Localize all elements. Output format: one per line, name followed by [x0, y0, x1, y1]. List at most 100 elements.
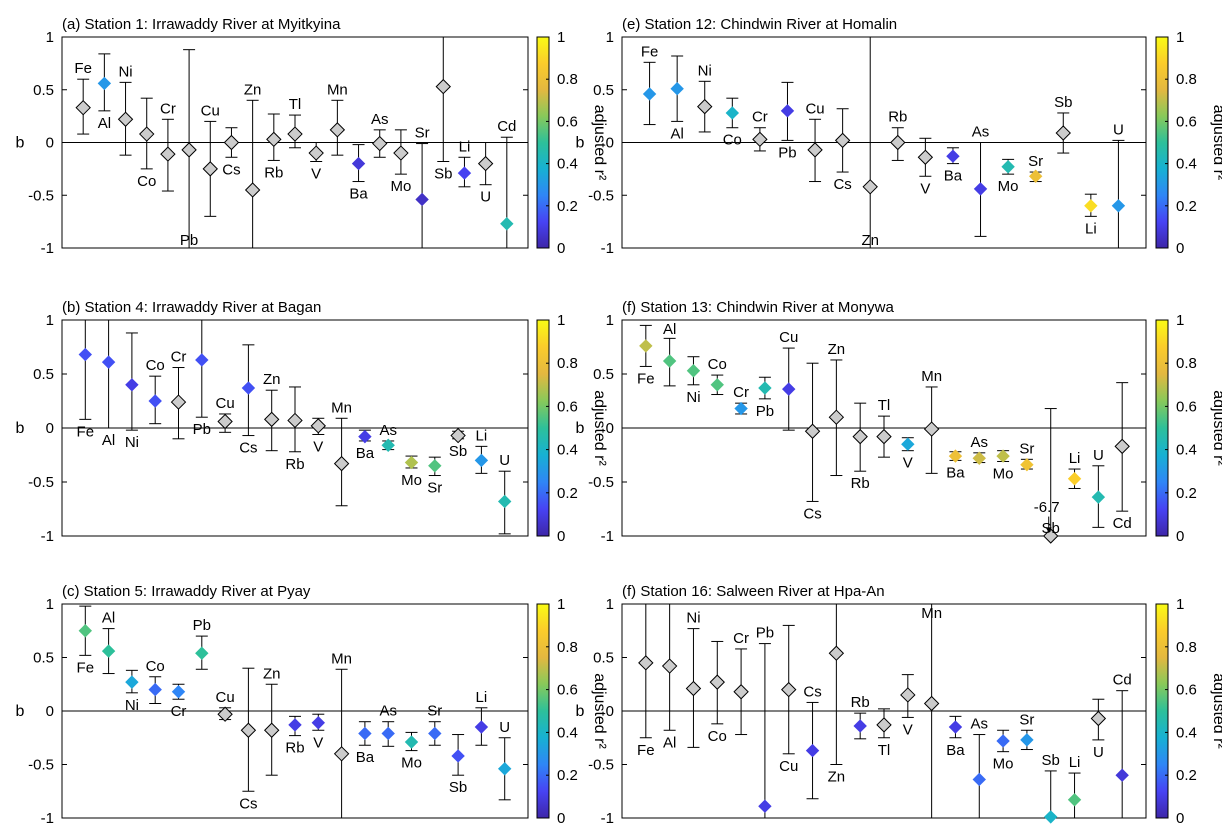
- marker-diamond: [948, 720, 963, 734]
- y-tick-label: -0.5: [28, 474, 54, 491]
- colorbar-label: adjusted r²: [591, 673, 608, 749]
- point-fe: Fe: [77, 605, 94, 676]
- marker-diamond: [946, 149, 960, 163]
- marker-diamond: [148, 682, 162, 697]
- y-tick-label: 0: [606, 135, 614, 152]
- marker-diamond: [310, 418, 327, 434]
- point-mn: Mn: [921, 368, 942, 474]
- marker-diamond: [195, 646, 209, 660]
- marker-diamond: [972, 451, 986, 465]
- marker-diamond: [805, 743, 820, 758]
- marker-diamond: [78, 347, 93, 362]
- point-cs: Cs: [803, 362, 822, 522]
- element-label: Sb: [1054, 94, 1072, 111]
- y-tick-label: 1: [46, 312, 54, 329]
- point-mo: Mo: [993, 449, 1014, 482]
- point-li: Li: [457, 138, 472, 188]
- marker-diamond: [117, 111, 134, 127]
- point-ba: Ba: [946, 715, 965, 759]
- point-rb: Rb: [851, 402, 870, 492]
- marker-diamond: [457, 166, 472, 180]
- marker-diamond: [381, 438, 395, 452]
- point-as: As: [371, 111, 388, 158]
- marker-diamond: [451, 749, 465, 763]
- element-label: Ba: [946, 742, 965, 759]
- marker-diamond: [972, 772, 986, 787]
- point-tl: Tl: [876, 397, 892, 458]
- element-label: Ba: [356, 445, 375, 462]
- point-cu: Cu: [216, 689, 235, 722]
- point-sb: Sb: [449, 734, 467, 796]
- point-pb: Pb: [193, 320, 211, 438]
- element-label: Ba: [349, 186, 368, 203]
- element-label: Ni: [698, 62, 712, 79]
- marker-diamond: [1020, 733, 1034, 747]
- marker-diamond: [428, 459, 442, 473]
- element-label: Al: [670, 125, 683, 142]
- marker-diamond: [263, 722, 280, 738]
- element-label: Li: [459, 138, 471, 155]
- y-tick-label: 0: [46, 420, 54, 437]
- marker-diamond: [710, 378, 724, 392]
- element-label: Cs: [803, 505, 821, 522]
- colorbar-label: adjusted r²: [1210, 390, 1222, 466]
- element-label: Cu: [779, 758, 798, 775]
- point-sr: Sr: [1019, 440, 1034, 472]
- marker-diamond: [202, 161, 218, 177]
- element-label: Zn: [263, 665, 281, 682]
- y-tick-label: 0.5: [33, 82, 54, 99]
- marker-diamond: [638, 655, 654, 671]
- y-tick-label: 0.5: [593, 650, 614, 667]
- point-ba: Ba: [356, 429, 375, 462]
- marker-diamond: [1115, 768, 1129, 782]
- element-label: Cd: [497, 118, 516, 135]
- y-axis-label: b: [16, 135, 25, 152]
- colorbar-tick-label: 1: [557, 29, 565, 46]
- point-ba: Ba: [349, 144, 368, 203]
- point-li: Li: [1084, 193, 1098, 237]
- marker-diamond: [195, 353, 209, 367]
- marker-diamond: [734, 401, 748, 416]
- y-tick-label: -0.5: [588, 757, 614, 774]
- marker-diamond: [923, 695, 940, 712]
- colorbar-tick-label: 0.2: [557, 485, 578, 502]
- colorbar-tick-label: 0.2: [1176, 767, 1197, 784]
- panel-5: (f) Station 13: Chindwin River at Monywa…: [576, 299, 1222, 545]
- colorbar: [536, 36, 550, 249]
- element-label: Al: [102, 610, 115, 627]
- point-as: As: [971, 434, 988, 465]
- y-tick-label: 0: [606, 703, 614, 720]
- marker-diamond: [75, 99, 91, 116]
- colorbar-tick-label: 1: [557, 596, 565, 613]
- colorbar-tick-label: 0: [557, 240, 565, 257]
- marker-diamond: [709, 674, 725, 690]
- point-pb: Pb: [180, 49, 198, 249]
- element-label: Cu: [779, 329, 798, 346]
- element-label: Fe: [641, 43, 659, 60]
- element-label: Zn: [828, 769, 846, 786]
- colorbar-tick-label: 0.6: [557, 398, 578, 415]
- y-tick-label: 0.5: [33, 650, 54, 667]
- element-label: Cr: [752, 109, 768, 126]
- marker-diamond: [1067, 472, 1082, 486]
- marker-diamond: [181, 142, 197, 158]
- panel-2: (b) Station 4: Irrawaddy River at Bagan -…: [16, 299, 608, 545]
- element-label: Zn: [828, 341, 846, 358]
- marker-diamond: [333, 746, 350, 762]
- element-label: Tl: [878, 397, 891, 414]
- point-co: Co: [708, 356, 727, 396]
- point-cr: Cr: [160, 100, 176, 192]
- y-tick-label: 1: [606, 29, 614, 46]
- point-tl: Tl: [287, 96, 303, 149]
- marker-diamond: [1028, 169, 1043, 183]
- marker-diamond: [834, 132, 851, 149]
- marker-diamond: [263, 411, 280, 428]
- element-label: Pb: [180, 232, 198, 249]
- point-mn: Mn: [331, 399, 352, 507]
- point-mo: Mo: [993, 729, 1014, 773]
- point-mn: Mn: [327, 81, 348, 156]
- point-sb: Sb: [1054, 94, 1072, 154]
- marker-diamond: [996, 449, 1010, 463]
- element-label: Mo: [993, 465, 1014, 482]
- point-cr: Cr: [733, 630, 749, 736]
